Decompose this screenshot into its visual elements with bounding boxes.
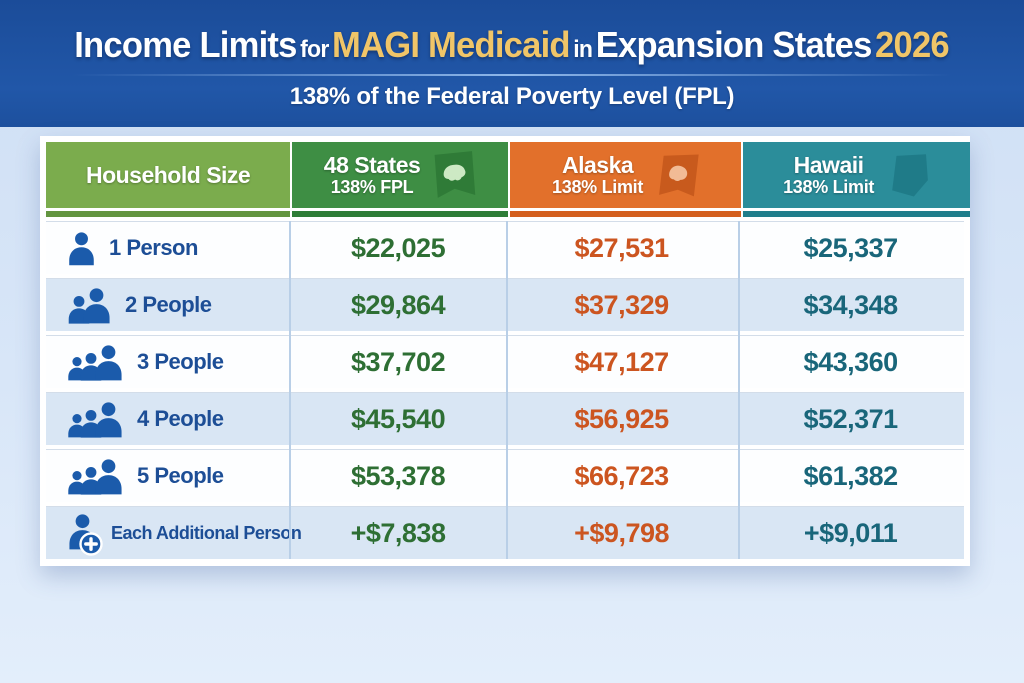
table-row: 1 Person $22,025 $27,531 $25,337 [46, 221, 964, 274]
value-alaska: $56,925 [574, 403, 670, 434]
household-size-cell: 1 Person [46, 222, 290, 274]
page-subtitle: 138% of the Federal Poverty Level (FPL) [289, 83, 735, 110]
column-label: Household Size [85, 161, 251, 188]
table-row: 2 People $29,864 $37,329 $34,348 [46, 278, 964, 331]
value-48states: +$7,838 [350, 517, 446, 548]
value-alaska: $47,127 [574, 346, 670, 377]
household-size-cell: 4 People [46, 393, 290, 445]
value-hawaii: $25,337 [803, 232, 899, 263]
page-title: Income Limits for MAGI Medicaid in Expan… [75, 24, 950, 66]
value-hawaii: $43,360 [803, 346, 899, 377]
column-header-48-states: 48 States 138% FPL [292, 142, 508, 217]
plus-icon [79, 532, 103, 556]
column-label: Alaska [561, 151, 634, 178]
value-hawaii: $52,371 [803, 403, 899, 434]
value-alaska: $66,723 [574, 460, 670, 491]
value-48states: $45,540 [350, 403, 446, 434]
table-row: Each Additional Person +$7,838 +$9,798 +… [46, 506, 964, 559]
value-hawaii: $34,348 [803, 289, 899, 320]
row-label: Each Additional Person [111, 522, 302, 543]
value-alaska: +$9,798 [574, 517, 669, 548]
income-table-card: Household Size 48 States 138% FPL [40, 136, 970, 566]
header-underline [292, 211, 508, 217]
household-size-cell: 5 People [46, 450, 290, 502]
title-year: 2026 [875, 24, 951, 65]
value-hawaii: $61,382 [803, 460, 899, 491]
value-alaska: $27,531 [574, 232, 670, 263]
table-row: 4 People $45,540 $56,925 $52,371 [46, 392, 964, 445]
title-segment: Expansion States [596, 24, 873, 65]
column-label: 48 States [323, 151, 421, 178]
row-label: 4 People [137, 406, 224, 431]
column-sublabel: 138% Limit [552, 176, 644, 197]
row-label: 3 People [137, 349, 224, 374]
person-plus-icon [66, 513, 103, 556]
value-hawaii: +$9,011 [803, 517, 898, 548]
table-row: 3 People $37,702 $47,127 $43,360 [46, 335, 964, 388]
household-size-cell: Each Additional Person [46, 507, 302, 559]
header-underline [743, 211, 970, 217]
row-label: 5 People [137, 463, 224, 488]
people-icon [66, 344, 125, 381]
value-48states: $22,025 [350, 232, 446, 263]
header-underline [46, 211, 291, 217]
household-size-cell: 2 People [46, 279, 290, 331]
row-label: 2 People [125, 292, 212, 317]
value-48states: $53,378 [350, 460, 446, 491]
column-sublabel: 138% Limit [783, 176, 875, 197]
people-icon [66, 401, 125, 438]
table-row: 5 People $53,378 $66,723 $61,382 [46, 449, 964, 502]
column-label: Hawaii [793, 151, 864, 178]
title-segment: Income Limits [74, 24, 298, 65]
value-alaska: $37,329 [574, 289, 670, 320]
alaska-map-icon [659, 154, 699, 197]
column-sublabel: 138% FPL [330, 176, 414, 197]
hawaii-map-icon [892, 154, 928, 197]
column-header-hawaii: Hawaii 138% Limit [743, 142, 970, 217]
value-48states: $37,702 [350, 346, 446, 377]
column-separator [738, 221, 741, 559]
header-underline [509, 211, 742, 217]
title-segment: for [300, 36, 330, 63]
row-label: 1 Person [109, 235, 198, 260]
column-header-alaska: Alaska 138% Limit [509, 142, 742, 217]
person-icon [66, 231, 97, 266]
household-size-cell: 3 People [46, 336, 290, 388]
title-divider [72, 74, 952, 76]
table-header-row: Household Size 48 States 138% FPL [46, 142, 970, 217]
value-48states: $29,864 [350, 289, 446, 320]
title-segment: in [573, 36, 594, 63]
header-banner: Income Limits for MAGI Medicaid in Expan… [0, 0, 1024, 127]
column-separator [505, 221, 508, 559]
us-map-icon [434, 151, 476, 198]
title-segment-highlight: MAGI Medicaid [332, 24, 571, 65]
column-separator [289, 221, 292, 559]
people-icon [66, 458, 125, 495]
column-header-household-size: Household Size [46, 142, 291, 217]
people-icon [66, 287, 113, 324]
